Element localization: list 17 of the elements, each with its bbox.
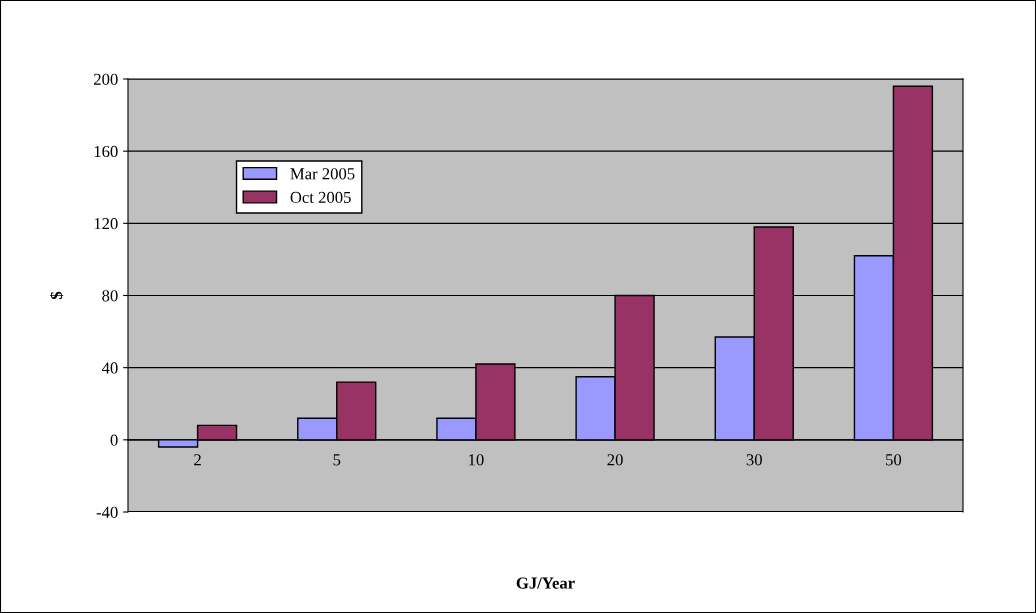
y-tick-label: 0 [110, 434, 118, 446]
y-tick-label: 200 [94, 73, 118, 85]
y-tick-label: 120 [94, 218, 118, 230]
y-tick-label: -40 [96, 506, 118, 518]
x-axis-title: GJ/Year [516, 577, 575, 589]
x-tick-label: 2 [194, 454, 201, 466]
y-tick-label: 80 [102, 290, 118, 302]
y-axis-title: $ [49, 291, 64, 300]
y-tick-label: 160 [94, 145, 118, 158]
x-tick-label: 50 [886, 454, 902, 466]
x-tick-label: 5 [333, 454, 341, 466]
legend-label: Oct 2005 [290, 191, 351, 203]
x-tick-label: 20 [607, 454, 623, 466]
legend-label: Mar 2005 [290, 168, 355, 180]
x-tick-label: 30 [746, 454, 762, 466]
x-tick-label: 10 [469, 454, 484, 466]
y-tick-label: 40 [101, 362, 118, 374]
